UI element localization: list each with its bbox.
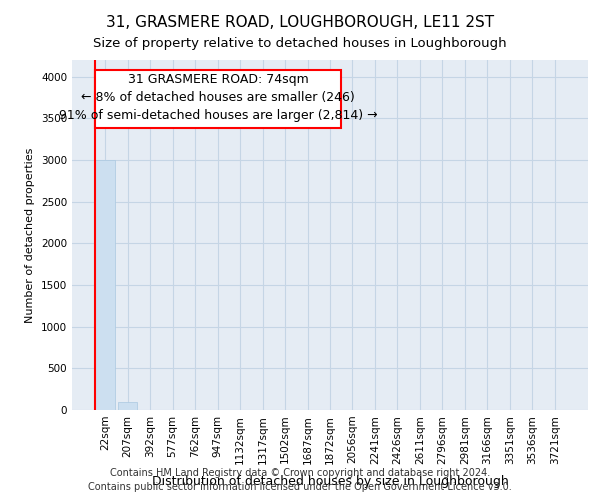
Text: Size of property relative to detached houses in Loughborough: Size of property relative to detached ho… [93, 38, 507, 51]
X-axis label: Distribution of detached houses by size in Loughborough: Distribution of detached houses by size … [152, 474, 508, 488]
Text: 31 GRASMERE ROAD: 74sqm: 31 GRASMERE ROAD: 74sqm [128, 72, 308, 86]
Text: Contains HM Land Registry data © Crown copyright and database right 2024.: Contains HM Land Registry data © Crown c… [110, 468, 490, 477]
Text: Contains public sector information licensed under the Open Government Licence v3: Contains public sector information licen… [88, 482, 512, 492]
FancyBboxPatch shape [95, 70, 341, 128]
Bar [118, 402, 137, 410]
Bar [95, 160, 115, 410]
Y-axis label: Number of detached properties: Number of detached properties [25, 148, 35, 322]
Text: 91% of semi-detached houses are larger (2,814) →: 91% of semi-detached houses are larger (… [59, 109, 377, 122]
Text: ← 8% of detached houses are smaller (246): ← 8% of detached houses are smaller (246… [81, 91, 355, 104]
Text: 31, GRASMERE ROAD, LOUGHBOROUGH, LE11 2ST: 31, GRASMERE ROAD, LOUGHBOROUGH, LE11 2S… [106, 15, 494, 30]
